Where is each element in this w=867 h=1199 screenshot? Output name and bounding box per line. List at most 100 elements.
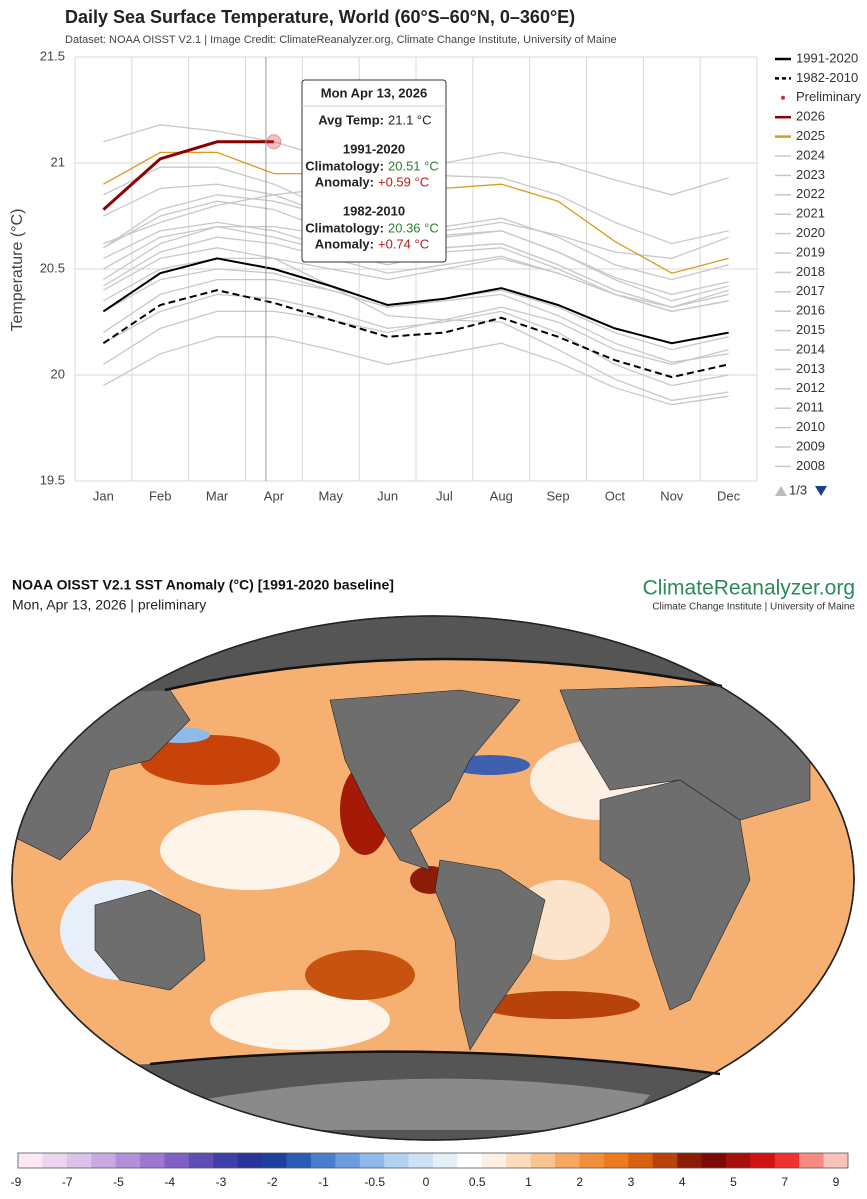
x-tick-label: Aug [490, 488, 513, 503]
map [11, 615, 855, 1141]
x-tick-label: Feb [149, 488, 171, 503]
legend-label: 2014 [796, 341, 825, 356]
legend-label: 2008 [796, 458, 825, 473]
colorbar-swatch [188, 1153, 214, 1168]
series-line [103, 278, 729, 363]
tooltip-anom-label: Anomaly: [315, 174, 374, 189]
y-tick-label: 21.5 [40, 48, 65, 63]
legend: 1991-2020 1982-2010 Preliminary 2026 2025 202… [775, 50, 862, 497]
tooltip-section: 1991-2020 [343, 141, 405, 156]
colorbar-swatch [725, 1153, 751, 1168]
legend-label: 1982-2010 [796, 70, 858, 85]
legend-label: 2015 [796, 322, 825, 337]
y-tick-label: 21 [51, 154, 65, 169]
colorbar-tick-label: 5 [730, 1175, 737, 1189]
tooltip: Mon Apr 13, 2026 Avg Temp: 21.1 °C 1991-202… [301, 79, 447, 263]
legend-prev [775, 486, 787, 496]
tooltip-anom-value: +0.59 °C [378, 174, 429, 189]
colorbar-swatch [262, 1153, 287, 1168]
legend-label: 2016 [796, 303, 825, 318]
colorbar-tick-label: 2 [576, 1175, 583, 1189]
legend-label: 2021 [796, 206, 825, 221]
tooltip-date: Mon Apr 13, 2026 [321, 85, 427, 100]
colorbar-swatch [335, 1153, 361, 1168]
colorbar-swatch [359, 1153, 385, 1168]
colorbar-swatch [18, 1153, 43, 1168]
colorbar-swatch [115, 1153, 141, 1168]
colorbar-swatch [579, 1153, 605, 1168]
colorbar-swatch [750, 1153, 776, 1168]
colorbar-frame [17, 1152, 849, 1169]
series-line [103, 236, 729, 308]
preliminary-point [266, 134, 282, 150]
legend-label: 2026 [796, 109, 825, 124]
legend-label: 2022 [796, 186, 825, 201]
y-tick-label: 20 [51, 366, 65, 381]
legend-page: 1/3 [789, 482, 807, 497]
colorbar-swatch [91, 1153, 116, 1168]
tooltip-box [301, 79, 447, 263]
colorbar-swatch [603, 1153, 629, 1168]
colorbar-tick-label: 4 [679, 1175, 686, 1189]
legend-marker [781, 95, 785, 100]
x-tick-label: Mar [206, 488, 229, 503]
colorbar-tick-label: 0 [423, 1175, 430, 1189]
colorbar-tick-label: -9 [11, 1175, 22, 1189]
colorbar-tick-label: 0.5 [469, 1175, 486, 1189]
x-tick-label: May [318, 488, 343, 503]
colorbar-swatch [677, 1153, 702, 1168]
series-line [102, 140, 274, 211]
colorbar-swatch [433, 1153, 458, 1168]
colorbar-swatch [213, 1153, 239, 1168]
colorbar-swatch [164, 1153, 190, 1168]
tooltip-clim-value: 20.36 °C [388, 220, 439, 235]
legend-next[interactable] [815, 486, 827, 496]
series-line [102, 257, 729, 345]
x-tick-label: Jan [93, 488, 114, 503]
colorbar-swatch [457, 1153, 483, 1168]
x-tick-label: Jun [377, 488, 398, 503]
x-tick-label: Apr [264, 488, 285, 503]
colorbar-tick-label: 3 [628, 1175, 635, 1189]
series-line [103, 293, 729, 387]
legend-label: 2018 [796, 264, 825, 279]
colorbar-swatch [286, 1153, 312, 1168]
colorbar-tick-label: -7 [62, 1175, 73, 1189]
x-tick-label: Jul [436, 488, 453, 503]
colorbar-tick-label: -1 [318, 1175, 329, 1189]
map-subtitle: Mon, Apr 13, 2026 | preliminary [12, 597, 206, 613]
brand: ClimateReanalyzer.org [643, 577, 855, 600]
x-tick-label: Sep [547, 488, 570, 503]
colorbar: -9 -7 -5 -4 -3 -2 -1 -0.5 0 0.5 1 2 3 4 5 7 9 [11, 1152, 849, 1189]
x-tick-label: Oct [605, 488, 626, 503]
series-line [102, 289, 729, 379]
tooltip-anom-label: Anomaly: [315, 236, 374, 251]
legend-label: 2010 [796, 419, 825, 434]
plot-area: Jan Feb Mar Apr May Jun Jul Aug Sep Oct Nov Dec 19.5… [40, 48, 758, 503]
brand-subtitle: Climate Change Institute | University of… [652, 602, 855, 613]
x-tick-label: Nov [660, 488, 684, 503]
tooltip-avg-value: 21.1 °C [388, 112, 432, 127]
colorbar-swatch [42, 1153, 68, 1168]
colorbar-tick-label: -3 [216, 1175, 227, 1189]
colorbar-swatch [408, 1153, 434, 1168]
y-tick-label: 19.5 [40, 472, 65, 487]
tooltip-clim-label: Climatology: [305, 220, 384, 235]
legend-label: 2013 [796, 361, 825, 376]
legend-label: 2009 [796, 438, 825, 453]
colorbar-tick-label: 7 [781, 1175, 788, 1189]
chart-subtitle: Dataset: NOAA OISST V2.1 | Image Credit:… [65, 34, 617, 46]
legend-label: 1991-2020 [796, 50, 858, 65]
colorbar-swatch [66, 1153, 92, 1168]
legend-label: 2012 [796, 380, 825, 395]
series-line [103, 268, 729, 351]
colorbar-swatch [481, 1153, 507, 1168]
colorbar-swatch [384, 1153, 409, 1168]
colorbar-swatch [628, 1153, 654, 1168]
colorbar-tick-label: -2 [267, 1175, 278, 1189]
colorbar-tick-label: -5 [113, 1175, 124, 1189]
tooltip-avg-label: Avg Temp: [318, 112, 384, 127]
legend-label: 2019 [796, 244, 825, 259]
series-line [103, 247, 729, 402]
